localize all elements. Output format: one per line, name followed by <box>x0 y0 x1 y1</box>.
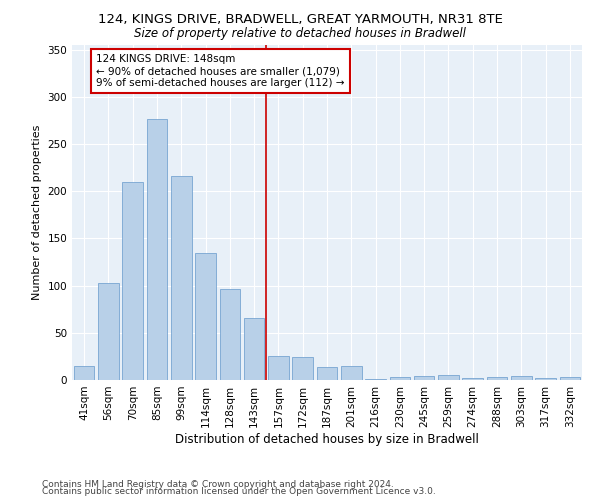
Text: Contains public sector information licensed under the Open Government Licence v3: Contains public sector information licen… <box>42 488 436 496</box>
Text: Size of property relative to detached houses in Bradwell: Size of property relative to detached ho… <box>134 28 466 40</box>
Bar <box>171 176 191 380</box>
Y-axis label: Number of detached properties: Number of detached properties <box>32 125 42 300</box>
Bar <box>365 379 386 380</box>
Text: 124 KINGS DRIVE: 148sqm
← 90% of detached houses are smaller (1,079)
9% of semi-: 124 KINGS DRIVE: 148sqm ← 90% of detache… <box>96 54 345 88</box>
Bar <box>74 366 94 380</box>
Bar <box>511 376 532 380</box>
Bar <box>438 376 459 380</box>
Bar <box>535 378 556 380</box>
Text: 124, KINGS DRIVE, BRADWELL, GREAT YARMOUTH, NR31 8TE: 124, KINGS DRIVE, BRADWELL, GREAT YARMOU… <box>98 12 502 26</box>
Bar <box>463 378 483 380</box>
Bar <box>341 366 362 380</box>
Bar <box>244 318 265 380</box>
Bar <box>122 182 143 380</box>
Bar <box>268 356 289 380</box>
Bar <box>317 367 337 380</box>
Bar <box>195 252 216 380</box>
Text: Contains HM Land Registry data © Crown copyright and database right 2024.: Contains HM Land Registry data © Crown c… <box>42 480 394 489</box>
Bar <box>414 376 434 380</box>
Bar <box>220 290 240 380</box>
Bar <box>389 377 410 380</box>
Bar <box>560 377 580 380</box>
X-axis label: Distribution of detached houses by size in Bradwell: Distribution of detached houses by size … <box>175 432 479 446</box>
Bar <box>487 377 508 380</box>
Bar <box>292 358 313 380</box>
Bar <box>146 118 167 380</box>
Bar <box>98 283 119 380</box>
